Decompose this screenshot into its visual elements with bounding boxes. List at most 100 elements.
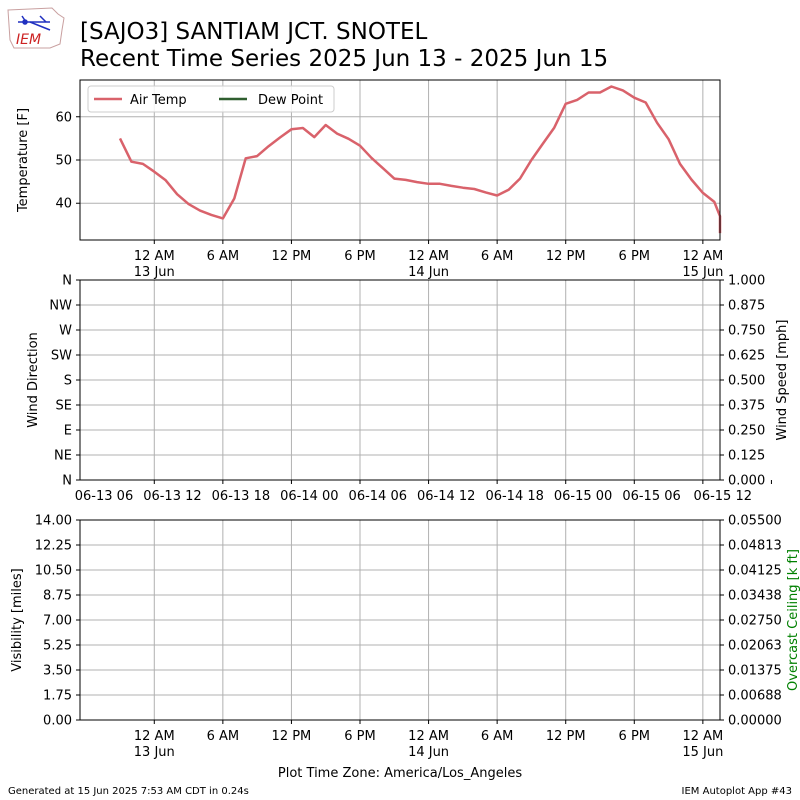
- x-tick-label: 06-15 12: [694, 489, 752, 504]
- visibility-tick-label: 1.75: [43, 689, 72, 704]
- logo-text: IEM: [16, 32, 41, 48]
- speed-tick-label: 0.375: [728, 399, 765, 414]
- chart-title: [SAJO3] SANTIAM JCT. SNOTEL: [80, 19, 427, 45]
- visibility-tick-label: 0.00: [43, 714, 72, 729]
- visibility-ticks: 0.00 1.75 3.50 5.25 7.00 8.75 10.50 12.25 14.00: [35, 514, 80, 729]
- x-tick-label: 06-14 12: [417, 489, 475, 504]
- speed-tick-label: 0.250: [728, 424, 765, 439]
- direction-tick-label: S: [64, 374, 72, 389]
- x-tick-label: 12 AM: [408, 249, 449, 264]
- wind-direction-label: Wind Direction: [26, 332, 41, 428]
- timezone-label: Plot Time Zone: America/Los_Angeles: [278, 766, 522, 781]
- visibility-tick-label: 14.00: [35, 514, 72, 529]
- wind-barb-icon: [18, 15, 51, 31]
- x-tick-label: 06-14 18: [485, 489, 543, 504]
- visibility-grid: [80, 519, 720, 721]
- x-tick-label: 6 AM: [481, 729, 514, 744]
- legend-label-dew-point: Dew Point: [258, 93, 323, 108]
- x-tick-date-label: 14 Jun: [408, 265, 449, 280]
- x-tick-date-label: 15 Jun: [682, 745, 723, 760]
- visibility-tick-label: 10.50: [35, 564, 72, 579]
- ceiling-tick-label: 0.00688: [728, 689, 782, 704]
- x-tick-label: 6 AM: [207, 729, 240, 744]
- x-tick-label: 12 PM: [546, 729, 586, 744]
- x-tick-label: 6 PM: [619, 729, 650, 744]
- visibility-tick-label: 5.25: [43, 639, 72, 654]
- direction-tick-label: SW: [51, 349, 72, 364]
- x-tick-label: 12 PM: [546, 249, 586, 264]
- visibility-tick-label: 3.50: [43, 664, 72, 679]
- x-tick-label: 06-13 06: [75, 489, 133, 504]
- temperature-legend: Air Temp Dew Point: [87, 85, 335, 113]
- x-tick-label: 06-14 00: [280, 489, 338, 504]
- ceiling-tick-label: 0.02750: [728, 614, 782, 629]
- x-tick-label: 06-14 06: [349, 489, 407, 504]
- ceiling-tick-label: 0.01375: [728, 664, 782, 679]
- speed-tick-label: 0.875: [728, 299, 765, 314]
- speed-tick-label: 0.625: [728, 349, 765, 364]
- wind-direction-ticks: N NE E SE S SW W NW N: [49, 274, 80, 489]
- speed-tick-label: 0.500: [728, 374, 765, 389]
- chart-subtitle: Recent Time Series 2025 Jun 13 - 2025 Ju…: [80, 46, 608, 72]
- speed-tick-label: 0.125: [728, 449, 765, 464]
- x-tick-label: 6 AM: [207, 249, 240, 264]
- wind-speed-label: Wind Speed [mph]: [775, 320, 790, 441]
- x-tick-label: 06-15 06: [622, 489, 680, 504]
- speed-tick-label: 0.750: [728, 324, 765, 339]
- air-temp-line: [118, 85, 722, 234]
- direction-tick-label: NW: [49, 299, 72, 314]
- direction-tick-label: SE: [56, 399, 72, 414]
- ceiling-tick-label: 0.02063: [728, 639, 782, 654]
- x-tick-label: 06-13 12: [143, 489, 201, 504]
- x-tick-label: 12 AM: [134, 729, 175, 744]
- visibility-tick-label: 8.75: [43, 589, 72, 604]
- x-tick-label: 12 AM: [134, 249, 175, 264]
- visibility-panel: 0.001.753.505.257.008.7510.5012.2514.00 …: [10, 514, 800, 761]
- x-tick-label: 12 AM: [408, 729, 449, 744]
- ceiling-tick-label: 0.05500: [728, 514, 782, 529]
- x-tick-label: 12 AM: [682, 249, 723, 264]
- x-tick-label: 12 PM: [272, 249, 312, 264]
- speed-tick-label: 1.000: [728, 274, 765, 289]
- legend-label-air-temp: Air Temp: [130, 93, 187, 108]
- x-tick-label: 06-15 00: [554, 489, 612, 504]
- y-tick-label: 40: [55, 197, 72, 212]
- app-note: IEM Autoplot App #43: [682, 786, 792, 797]
- x-tick-label: 12 AM: [682, 729, 723, 744]
- wind-x-ticks: 06-13 06 06-13 12 06-13 18 06-14 00 06-14 06…: [75, 480, 772, 504]
- x-tick-date-label: 13 Jun: [134, 265, 175, 280]
- ceiling-ticks: 0.00000 0.00688 0.01375 0.02063 0.02750 0.034…: [720, 514, 782, 729]
- direction-tick-label: E: [64, 424, 72, 439]
- y-tick-label: 50: [55, 154, 72, 169]
- x-tick-label: 6 AM: [481, 249, 514, 264]
- speed-tick-label: 0.000: [728, 474, 765, 489]
- x-tick-label: 06-13 18: [212, 489, 270, 504]
- generated-note: Generated at 15 Jun 2025 7:53 AM CDT in …: [8, 786, 249, 797]
- ceiling-tick-label: 0.04125: [728, 564, 782, 579]
- direction-tick-label: N: [62, 474, 72, 489]
- ceiling-tick-label: 0.00000: [728, 714, 782, 729]
- x-tick-label: 6 PM: [344, 249, 375, 264]
- x-tick-label: 6 PM: [619, 249, 650, 264]
- visibility-label: Visibility [miles]: [10, 568, 25, 671]
- direction-tick-label: NE: [54, 449, 72, 464]
- ceiling-label: Overcast Ceiling [k ft]: [786, 549, 800, 691]
- iem-logo: IEM: [7, 7, 65, 49]
- visibility-tick-label: 12.25: [35, 539, 72, 554]
- temperature-series: [118, 85, 722, 234]
- x-tick-date-label: 14 Jun: [408, 745, 449, 760]
- x-tick-label: 12 PM: [272, 729, 312, 744]
- temperature-y-ticks: 40 50 60: [55, 110, 80, 212]
- wind-speed-ticks: 0.000 0.125 0.250 0.375 0.500 0.625 0.750 0.875…: [720, 274, 765, 489]
- visibility-tick-label: 7.00: [43, 614, 72, 629]
- y-tick-label: 60: [55, 110, 72, 125]
- ceiling-tick-label: 0.04813: [728, 539, 782, 554]
- x-tick-date-label: 15 Jun: [682, 265, 723, 280]
- direction-tick-label: W: [59, 324, 72, 339]
- x-tick-label: 6 PM: [344, 729, 375, 744]
